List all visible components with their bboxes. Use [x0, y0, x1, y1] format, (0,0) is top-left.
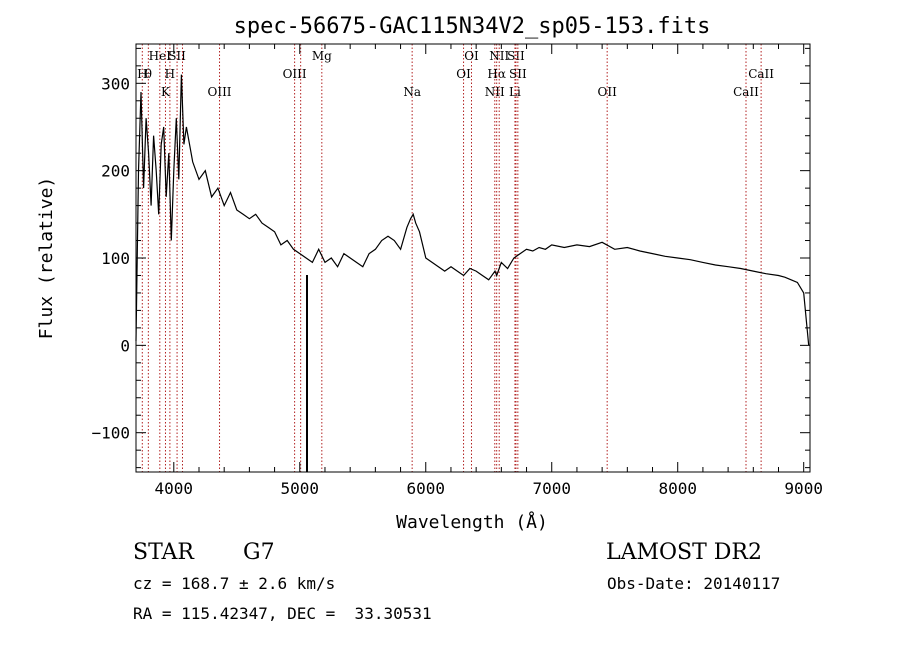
plot-frame: [135, 43, 811, 473]
x-tick-label: 8000: [658, 479, 697, 498]
line-marker-label: Na: [403, 85, 421, 99]
line-marker-label: Hα: [487, 67, 506, 81]
line-marker-label: Li: [509, 85, 521, 99]
line-marker-label: OI: [464, 49, 479, 63]
y-axis-ticks: −100 0 100 200 300: [91, 47, 810, 469]
spectral-line-markers: HθHeIKHSIIOIIIOIIIMgNaOIOINIIHαNIISIILiS…: [137, 44, 774, 472]
line-marker-label: H: [165, 67, 175, 81]
line-marker-label: SII: [509, 67, 527, 81]
line-marker-label: SII: [168, 49, 186, 63]
y-tick-label: 300: [101, 74, 130, 93]
redshift-value: cz = 168.7 ± 2.6 km/s: [133, 574, 336, 593]
line-marker-label: NII: [485, 85, 505, 99]
line-marker-label: OIII: [207, 85, 231, 99]
line-marker-label: K: [161, 85, 171, 99]
coordinates: RA = 115.42347, DEC = 33.30531: [133, 604, 432, 623]
spectrum-series: [135, 74, 810, 346]
line-marker-label: OIII: [283, 67, 307, 81]
y-tick-label: 0: [120, 336, 130, 355]
x-axis-label: Wavelength (Å): [396, 511, 548, 533]
line-marker-label: CaII: [733, 85, 759, 99]
line-marker-label: θ: [145, 67, 152, 81]
x-tick-label: 7000: [532, 479, 571, 498]
line-marker-label: OI: [456, 67, 471, 81]
x-tick-label: 6000: [406, 479, 445, 498]
spectrum-chart: spec-56675-GAC115N34V2_sp05-153.fits HθH…: [36, 14, 823, 533]
y-tick-label: 100: [101, 249, 130, 268]
line-marker-label: H: [137, 67, 147, 81]
line-marker-label: Mg: [312, 49, 332, 63]
object-class: STAR: [133, 540, 194, 565]
line-marker-label: SII: [507, 49, 525, 63]
survey-name: LAMOST DR2: [606, 540, 762, 565]
chart-title: spec-56675-GAC115N34V2_sp05-153.fits: [234, 14, 711, 39]
y-axis-label: Flux (relative): [36, 177, 57, 340]
line-marker-label: OII: [598, 85, 618, 99]
y-tick-label: −100: [91, 424, 130, 443]
object-subclass: G7: [243, 540, 275, 565]
y-tick-label: 200: [101, 162, 130, 181]
x-tick-label: 9000: [784, 479, 823, 498]
x-tick-label: 4000: [155, 479, 194, 498]
line-marker-label: NII: [489, 49, 509, 63]
x-tick-label: 5000: [281, 479, 320, 498]
x-axis-ticks: 4000 5000 6000 7000 8000 9000: [155, 44, 823, 498]
observation-date: Obs-Date: 20140117: [607, 574, 781, 593]
line-marker-label: CaII: [748, 67, 774, 81]
